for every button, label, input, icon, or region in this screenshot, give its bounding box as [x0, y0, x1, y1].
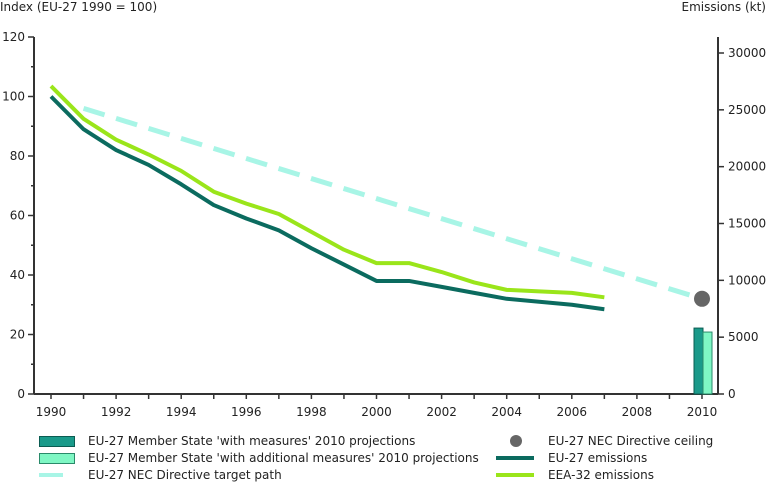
legend-label: EU-27 NEC Directive target path [88, 468, 282, 482]
x-axis-tick-label: 2010 [687, 405, 718, 419]
x-axis-tick-label: 2008 [622, 405, 653, 419]
x-axis-tick-label: 1992 [101, 405, 132, 419]
x-axis-tick-label: 2000 [361, 405, 392, 419]
x-axis-tick-label: 1998 [296, 405, 327, 419]
x-axis-tick-label: 2006 [557, 405, 588, 419]
left-axis-tick-label: 100 [2, 90, 25, 104]
line-eu-27-emissions [49, 95, 605, 312]
legend-label: EU-27 NEC Directive ceiling [548, 434, 714, 448]
x-axis-tick-label: 2004 [491, 405, 522, 419]
right-axis-tick-label: 5000 [728, 330, 759, 344]
legend-swatch-with-additional-measures [39, 453, 75, 464]
legend-label: EU-27 Member State 'with additional meas… [88, 451, 479, 465]
right-axis-tick-label: 15000 [728, 217, 766, 231]
chart-plot: 0 20 40 60 80 100 120 0 5000 10000 15000 20000 25000… [2, 30, 766, 419]
x-axis-tick-label: 1996 [231, 405, 262, 419]
x-axis-tick-label: 1990 [36, 405, 67, 419]
legend-label: EU-27 Member State 'with measures' 2010 … [88, 434, 416, 448]
left-axis-tick-label: 80 [10, 149, 25, 163]
line-eea-32-emissions [49, 84, 605, 300]
legend-label: EEA-32 emissions [548, 468, 654, 482]
legend-label: EU-27 emissions [548, 451, 648, 465]
right-axis-tick-label: 30000 [728, 46, 766, 60]
left-axis-tick-label: 20 [10, 328, 25, 342]
left-axis-title: Index (EU-27 1990 = 100) [0, 0, 158, 14]
x-axis-tick-label: 2002 [426, 405, 457, 419]
right-axis-tick-label: 25000 [728, 103, 766, 117]
right-axis-tick-label: 0 [728, 387, 736, 401]
bar-eu-27-member-state-with-additional-measures-2010-projections [702, 331, 713, 395]
right-axis-tick-label: 10000 [728, 273, 766, 287]
legend-swatch-target-path [39, 473, 63, 477]
right-axis-title: Emissions (kt) [681, 0, 766, 14]
legend-swatch-nec-ceiling [510, 435, 522, 447]
legend-swatch-eu27-emissions [496, 456, 534, 460]
left-axis-tick-label: 120 [2, 30, 25, 44]
point-eu-27-nec-directive-ceiling [694, 290, 710, 307]
right-axis-tick-label: 20000 [728, 160, 766, 174]
x-axis-tick-label: 1994 [166, 405, 197, 419]
left-axis-tick-label: 0 [17, 387, 25, 401]
legend-swatch-eea32-emissions [496, 473, 534, 477]
bar-eu-27-member-state-with-measures-2010-projections [693, 327, 704, 395]
line-eu-27-nec-directive-target-path [82, 106, 703, 302]
left-axis-tick-label: 40 [10, 268, 25, 282]
left-axis-tick-label: 60 [10, 209, 25, 223]
legend-swatch-with-measures [39, 436, 75, 447]
